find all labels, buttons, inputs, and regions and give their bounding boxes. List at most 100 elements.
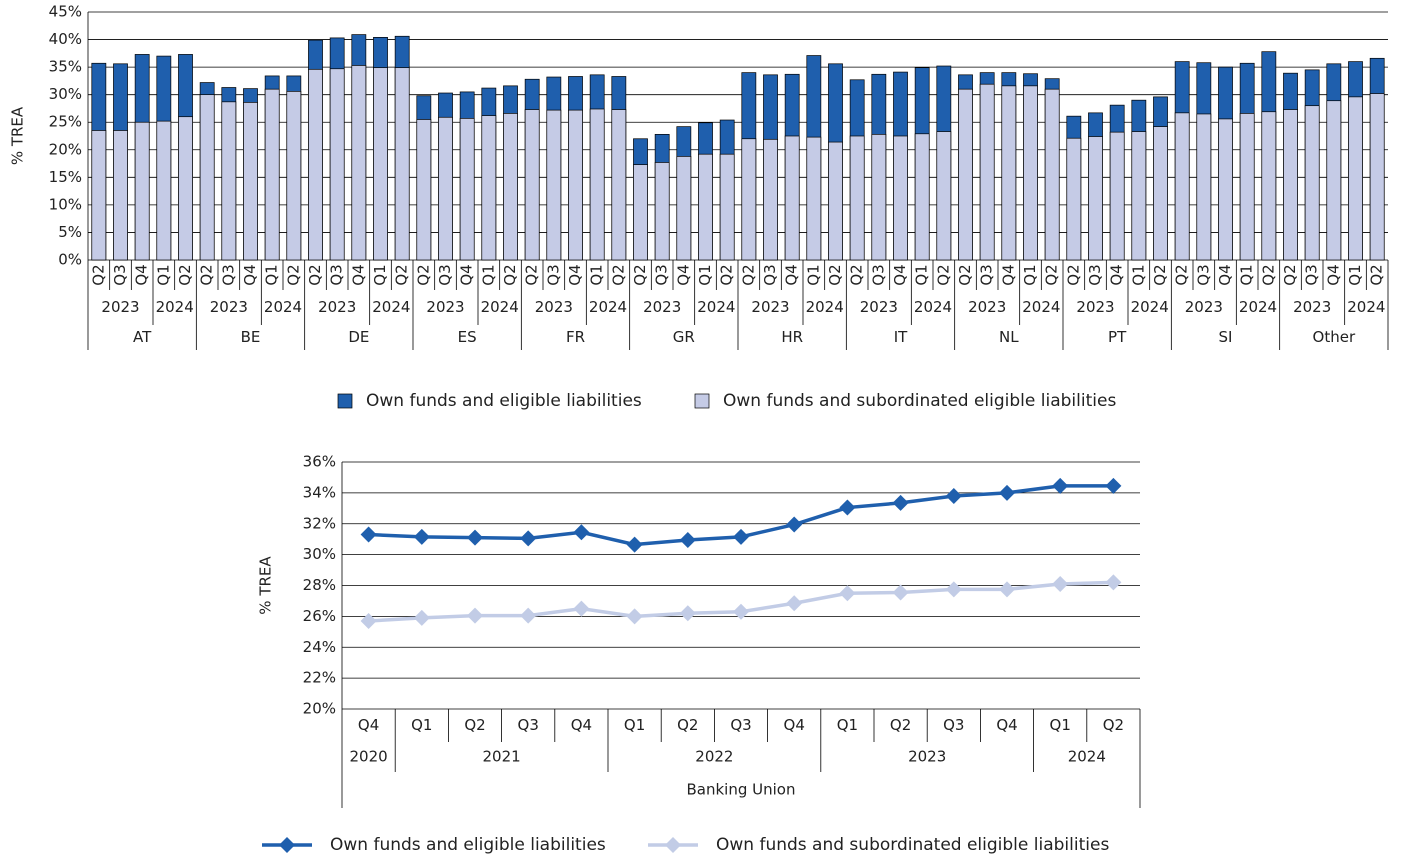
x-tick-label: Q2 xyxy=(523,264,541,285)
marker xyxy=(467,607,483,624)
bar xyxy=(459,118,475,261)
marker xyxy=(1105,477,1122,494)
y-tick-label: 26% xyxy=(303,607,336,625)
y-tick-label: 5% xyxy=(58,223,82,241)
x-group-label: 2023 xyxy=(101,298,139,316)
x-tick-label: Q1 xyxy=(837,716,858,734)
x-group-label: 2024 xyxy=(589,298,627,316)
bar xyxy=(806,136,822,261)
x-tick-label: Q2 xyxy=(677,716,698,734)
x-group-label: 2023 xyxy=(318,298,356,316)
bar xyxy=(351,65,367,261)
marker xyxy=(413,528,430,545)
marker xyxy=(626,608,643,625)
bar xyxy=(633,164,648,261)
bar xyxy=(611,109,627,261)
x-group-label: 2021 xyxy=(483,748,521,766)
x-group-label: 2024 xyxy=(806,298,844,316)
x-axis-label: Banking Union xyxy=(687,781,796,799)
x-tick-label: Q4 xyxy=(999,264,1017,285)
y-tick-label: 40% xyxy=(49,30,82,48)
bar xyxy=(589,108,605,261)
x-tick-label: Q3 xyxy=(219,264,237,285)
marker xyxy=(733,528,749,545)
x-tick-label: Q4 xyxy=(358,716,379,734)
bar xyxy=(1369,93,1385,261)
x-tick-label: Q3 xyxy=(544,264,562,285)
marker xyxy=(1052,575,1069,592)
x-group-label: 2023 xyxy=(908,748,946,766)
marker xyxy=(892,584,909,601)
bar xyxy=(1088,136,1103,261)
y-tick-label: 15% xyxy=(49,168,82,186)
marker xyxy=(520,607,537,624)
x-tick-label: Q2 xyxy=(826,264,844,285)
x-tick-label: Q2 xyxy=(739,264,757,285)
x-group-label: 2024 xyxy=(697,298,735,316)
x-tick-label: Q2 xyxy=(956,264,974,285)
y-tick-label: 34% xyxy=(303,483,336,501)
x-tick-label: Q4 xyxy=(571,716,592,734)
bar xyxy=(156,120,172,261)
x-tick-label: Q4 xyxy=(783,264,801,285)
bar xyxy=(438,116,453,261)
x-tick-label: Q2 xyxy=(306,264,324,285)
x-group-label: ES xyxy=(458,328,477,346)
y-tick-label: 0% xyxy=(58,251,82,269)
x-group-label: 2024 xyxy=(264,298,302,316)
x-tick-label: Q3 xyxy=(1194,264,1212,285)
bar xyxy=(893,135,908,261)
bar xyxy=(373,67,388,261)
bar xyxy=(871,133,887,261)
y-tick-label: 10% xyxy=(49,195,82,213)
y-tick-label: 35% xyxy=(49,58,82,76)
x-tick-label: Q3 xyxy=(1303,264,1321,285)
x-tick-label: Q3 xyxy=(730,716,751,734)
x-tick-label: Q4 xyxy=(1216,264,1234,285)
bar xyxy=(1261,111,1277,261)
bar xyxy=(1109,131,1125,261)
x-group-label: 2023 xyxy=(1293,298,1331,316)
x-tick-label: Q4 xyxy=(241,264,259,285)
bar xyxy=(329,68,345,261)
y-tick-label: 30% xyxy=(49,85,82,103)
x-tick-label: Q2 xyxy=(198,264,216,285)
legend-label: Own funds and subordinated eligible liab… xyxy=(716,835,1109,855)
x-tick-label: Q1 xyxy=(411,716,432,734)
x-group-label: 2023 xyxy=(1076,298,1114,316)
x-tick-label: Q2 xyxy=(284,264,302,285)
x-tick-label: Q1 xyxy=(371,264,389,285)
x-tick-label: Q3 xyxy=(943,716,964,734)
marker xyxy=(839,499,856,516)
bar xyxy=(698,153,713,261)
bar xyxy=(654,162,670,261)
marker xyxy=(520,530,537,547)
marker xyxy=(360,613,377,630)
x-group-label: DE xyxy=(348,328,369,346)
x-group-label: 2020 xyxy=(350,748,388,766)
x-tick-label: Q1 xyxy=(1238,264,1256,285)
bar xyxy=(979,83,995,261)
y-axis-label: % TREA xyxy=(257,556,275,615)
bar xyxy=(1023,85,1038,261)
bar xyxy=(676,156,692,261)
x-group-label: 2024 xyxy=(1239,298,1277,316)
bar xyxy=(91,130,107,261)
bar xyxy=(1304,105,1320,261)
x-tick-label: Q1 xyxy=(913,264,931,285)
x-group-label: 2023 xyxy=(860,298,898,316)
legend-label: Own funds and eligible liabilities xyxy=(366,391,642,411)
x-group-label: 2023 xyxy=(535,298,573,316)
x-tick-label: Q1 xyxy=(1050,716,1071,734)
bar xyxy=(568,109,583,261)
x-group-label: 2024 xyxy=(372,298,410,316)
x-tick-label: Q4 xyxy=(1108,264,1126,285)
x-tick-label: Q3 xyxy=(869,264,887,285)
x-group-label: BE xyxy=(241,328,261,346)
bar xyxy=(1131,131,1147,261)
bar xyxy=(958,88,973,261)
legend-label: Own funds and eligible liabilities xyxy=(330,835,606,855)
bar xyxy=(1044,88,1060,261)
legend-marker xyxy=(665,837,681,853)
